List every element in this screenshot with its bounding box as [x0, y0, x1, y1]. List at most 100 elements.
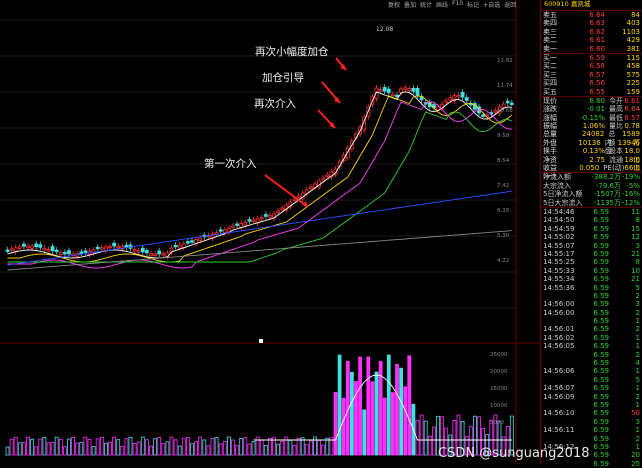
volume-bar [444, 427, 449, 456]
candle-body [38, 244, 43, 248]
volume-bar [468, 426, 473, 456]
order-price: 6.62 [589, 27, 605, 36]
volume-ma-line [253, 374, 512, 441]
kline-chart[interactable]: 12.8211.7410.689.588.547.426.355.304.22 … [0, 0, 540, 464]
volume-bar [431, 426, 436, 456]
price-axis-label: 11.74 [497, 83, 513, 89]
volume-bar [505, 425, 510, 456]
tick-volume: 2 [635, 392, 640, 401]
volume-axis-label: 5000 [490, 420, 504, 426]
tick-volume: 3 [635, 300, 640, 309]
tick-row: 6.59 20 [541, 451, 642, 459]
order-row: 卖一 6.60 381 [541, 45, 642, 53]
tick-price: 6.59 [593, 233, 609, 242]
volume-bar [194, 441, 199, 456]
candle-body [5, 249, 10, 252]
volume-bar [87, 439, 92, 456]
candle-body [436, 106, 440, 111]
candle-body [292, 198, 297, 201]
candle-body [140, 247, 145, 253]
volume-bar [71, 436, 75, 456]
stat-value: 6.64 [624, 105, 640, 114]
toolbar-item[interactable]: 叠加 [404, 2, 417, 9]
candle-body [112, 242, 116, 247]
tick-volume: 1 [635, 384, 640, 393]
tick-time: 14:56:10 [543, 409, 575, 418]
tick-time [543, 317, 579, 325]
volume-bar [460, 420, 465, 456]
tick-volume: 5 [635, 375, 640, 384]
tick-volume: 11 [631, 207, 640, 216]
tick-row: 14:56:02 6.59 1 [541, 334, 642, 342]
tick-volume: 12 [631, 233, 640, 242]
candle-body [239, 223, 244, 228]
candle-body [259, 217, 264, 220]
volume-bar [95, 438, 100, 456]
tick-volume: 2 [635, 434, 640, 443]
price-axis-label: 5.30 [497, 233, 510, 239]
volume-bar [349, 371, 354, 456]
candle-body [304, 189, 309, 194]
candle-body [247, 219, 252, 222]
candle-body [374, 87, 379, 99]
volume-bar [456, 414, 461, 456]
tick-time: 14:55:33 [543, 266, 575, 275]
volume-bar [153, 438, 158, 456]
candle-body [390, 93, 395, 96]
toolbar-item[interactable]: F10 [452, 0, 464, 7]
pane-divider-marker[interactable] [259, 339, 263, 343]
stock-code: 600910 [544, 0, 569, 8]
candle-body [395, 94, 399, 98]
order-price: 6.58 [589, 62, 605, 71]
candle-body [464, 97, 469, 101]
stat-value: 1589万 [622, 130, 640, 147]
tick-time: 14:56:00 [543, 300, 575, 309]
toolbar-item[interactable]: +自选 [483, 2, 501, 9]
stat-value: -0.15% [580, 113, 605, 122]
stat-label: 最高 [609, 105, 623, 114]
toolbar-item[interactable]: 标记 [467, 2, 480, 9]
candle-body [79, 251, 84, 254]
stat-value: 10136 [578, 138, 601, 147]
volume-bar [140, 436, 145, 456]
tick-time: 14:54:59 [543, 224, 575, 233]
toolbar-item[interactable]: 返回 [504, 2, 517, 9]
candle-body [50, 246, 55, 252]
toolbar-item[interactable]: 统计 [420, 2, 433, 9]
volume-bar [386, 354, 391, 456]
candle-body [448, 97, 453, 101]
stat-row: 振幅 1.06% 量比 0.78 [541, 122, 642, 130]
tick-list[interactable]: 14:54:46 6.59 11 14:54:50 6.59 8 14:54:59 6.59 1… [541, 208, 642, 468]
volume-bar [149, 445, 153, 456]
tick-price: 6.59 [593, 417, 609, 426]
volume-bar [5, 446, 10, 456]
volume-bar [161, 443, 166, 456]
stat-label: 流通 [609, 155, 623, 164]
candle-body [149, 253, 153, 257]
volume-bar [296, 437, 301, 456]
volume-bar [300, 437, 305, 456]
order-price: 6.64 [589, 11, 605, 19]
stat-value: 18.0亿 [624, 155, 640, 173]
toolbar-item[interactable]: 复权 [388, 2, 401, 9]
ma10-line [7, 95, 513, 263]
volume-bar [354, 381, 358, 456]
toolbar-item[interactable]: 画线 [436, 2, 449, 9]
flow-label: 大宗流入 [543, 181, 571, 190]
flow-row: 大宗流入 -79.6万 -5% [541, 182, 642, 190]
flow-percent: -12% [621, 198, 640, 207]
stat-row: 涨跌 -0.01 最高 6.64 [541, 105, 642, 113]
candle-body [144, 250, 149, 254]
tick-row: 6.59 5 [541, 376, 642, 384]
tick-volume: 1 [635, 367, 640, 376]
candle-body [280, 207, 285, 210]
volume-bar [382, 397, 387, 456]
volume-bar [46, 442, 51, 456]
volume-bar [63, 446, 67, 456]
watermark: CSDN @sunguang2018 [438, 446, 590, 461]
stat-row: 总量 24082 总额 1589万 [541, 130, 642, 147]
volume-bar [173, 439, 178, 456]
price-grid [0, 19, 516, 309]
price-axis-label: 7.42 [497, 183, 509, 189]
flow-label: 5日净流入额 [543, 190, 583, 199]
